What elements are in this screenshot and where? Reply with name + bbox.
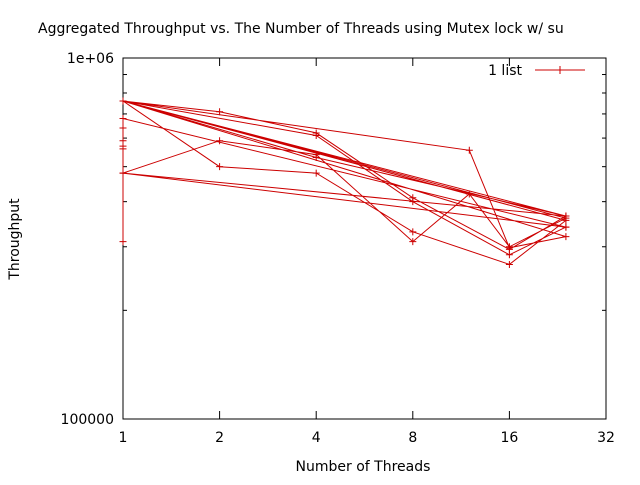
data-point [119,238,127,246]
legend: 1 list [488,63,585,79]
data-point [119,97,127,105]
x-tick-label: 1 [119,430,128,446]
data-point [409,238,417,246]
x-tick-label: 16 [500,430,518,446]
data-point [465,190,473,198]
data-point [505,251,513,259]
legend-label: 1 list [488,63,522,79]
data-point [312,154,320,162]
x-tick-label: 8 [408,430,417,446]
data-point [216,137,224,145]
data-point [119,124,127,132]
data-point [505,260,513,268]
y-axis-label: Throughput [7,198,23,281]
x-tick-label: 32 [597,430,615,446]
data-point [312,131,320,139]
x-axis-ticks: 1 2 4 8 16 32 [119,58,615,446]
data-point [216,108,224,116]
legend-marker [556,66,564,74]
series-layer [119,97,570,268]
data-point [119,169,127,177]
x-tick-label: 2 [215,430,224,446]
data-point [562,233,570,241]
data-point [465,146,473,154]
data-point [505,244,513,252]
data-point [562,212,570,220]
x-axis-label: Number of Threads [296,459,431,475]
chart-title: Aggregated Throughput vs. The Number of … [38,21,564,37]
data-point [119,114,127,122]
data-point [312,169,320,177]
y-tick-label: 100000 [61,412,114,428]
data-point [409,228,417,236]
y-axis-ticks: 100000 1e+06 [61,51,606,428]
data-point [409,198,417,206]
y-tick-label: 1e+06 [67,51,114,67]
data-point [119,145,127,153]
x-tick-label: 4 [312,430,321,446]
data-point [562,223,570,231]
data-point [216,163,224,171]
